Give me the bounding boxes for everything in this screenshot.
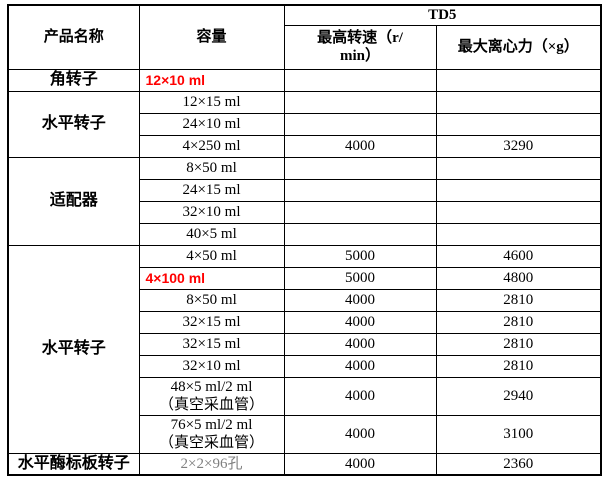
table-row: 4×100 ml 5000 4800 [8,266,602,290]
capacity-cell: 76×5 ml/2 ml （真空采血管） [138,414,285,454]
force-cell [435,112,602,136]
speed-cell [283,178,437,202]
force-cell: 2940 [435,376,602,416]
capacity-cell: 2×2×96孔 [138,452,285,476]
capacity-cell: 8×50 ml [138,156,285,180]
capacity-cell: 4×50 ml [138,244,285,268]
header-max-speed-line2: min） [339,48,380,64]
product-cell-horizontal-rotor-2: 水平转子 [7,244,140,454]
capacity-cell: 4×250 ml [138,134,285,158]
capacity-line2: （真空采血管） [158,397,264,413]
speed-cell [283,68,437,92]
speed-cell [283,90,437,114]
speed-cell: 4000 [283,452,437,476]
header-max-force: 最大离心力（×g） [435,24,602,70]
speed-cell: 4000 [283,354,437,378]
page-root: 产品名称 容量 TD5 最高转速（r/ min） 最大离心力（×g） 角转子 1… [7,4,602,476]
table-row: 8×50 ml 4000 2810 [8,288,602,312]
force-cell [435,178,602,202]
capacity-line1: 76×5 ml/2 ml [170,417,253,433]
capacity-cell: 24×15 ml [138,178,285,202]
capacity-cell: 32×15 ml [138,332,285,356]
capacity-cell: 12×15 ml [138,90,285,114]
force-cell: 4600 [435,244,602,268]
speed-cell: 4000 [283,332,437,356]
capacity-cell: 4×100 ml [138,266,285,290]
product-cell-microplate-rotor: 水平酶标板转子 [7,452,140,476]
header-model: TD5 [283,4,602,26]
speed-cell [283,222,437,246]
table-row: 24×10 ml [8,112,602,136]
header-row-1: 产品名称 容量 TD5 [7,4,602,70]
force-cell: 2810 [435,354,602,378]
header-row-2: 最高转速（r/ min） 最大离心力（×g） [8,24,602,70]
force-cell [435,68,602,92]
capacity-cell: 32×15 ml [138,310,285,334]
header-max-speed: 最高转速（r/ min） [283,24,437,70]
table-row: 适配器 8×50 ml [7,156,602,246]
capacity-line1: 48×5 ml/2 ml [170,379,253,395]
capacity-cell: 24×10 ml [138,112,285,136]
capacity-cell: 32×10 ml [138,200,285,224]
table-row: 32×10 ml 4000 2810 [8,354,602,378]
force-cell: 2810 [435,332,602,356]
capacity-line2: （真空采血管） [158,435,264,451]
force-cell [435,156,602,180]
force-cell: 3100 [435,414,602,454]
capacity-cell: 32×10 ml [138,354,285,378]
header-capacity: 容量 [138,4,285,70]
capacity-cell: 40×5 ml [138,222,285,246]
speed-cell: 4000 [283,414,437,454]
table-row: 4×250 ml 4000 3290 [8,134,602,158]
capacity-cell: 12×10 ml [138,68,285,92]
force-cell: 2810 [435,288,602,312]
product-cell-horizontal-rotor-1: 水平转子 [7,90,140,158]
speed-cell: 4000 [283,310,437,334]
spec-table: 产品名称 容量 TD5 最高转速（r/ min） 最大离心力（×g） 角转子 1… [7,4,602,476]
product-cell-adapter: 适配器 [7,156,140,246]
table-row: 32×10 ml [8,200,602,224]
capacity-cell: 8×50 ml [138,288,285,312]
speed-cell [283,156,437,180]
header-product: 产品名称 [7,4,140,70]
header-max-speed-line1: 最高转速（r/ [317,30,403,46]
force-cell [435,90,602,114]
speed-cell: 4000 [283,288,437,312]
table-row: 水平转子 12×15 ml [7,90,602,158]
table-row: 76×5 ml/2 ml （真空采血管） 4000 3100 [8,414,602,454]
table-row: 48×5 ml/2 ml （真空采血管） 4000 2940 [8,376,602,416]
table-row: 水平转子 4×50 ml 5000 4600 [7,244,602,454]
force-cell [435,200,602,224]
speed-cell: 4000 [283,134,437,158]
force-cell: 2360 [435,452,602,476]
speed-cell [283,112,437,136]
speed-cell: 5000 [283,244,437,268]
force-cell [435,222,602,246]
table-row: 角转子 12×10 ml [7,68,602,92]
force-cell: 3290 [435,134,602,158]
product-cell-angle-rotor: 角转子 [7,68,140,92]
speed-cell [283,200,437,224]
force-cell: 2810 [435,310,602,334]
speed-cell: 4000 [283,376,437,416]
capacity-cell: 48×5 ml/2 ml （真空采血管） [138,376,285,416]
table-row: 水平酶标板转子 2×2×96孔 4000 2360 [7,452,602,476]
force-cell: 4800 [435,266,602,290]
speed-cell: 5000 [283,266,437,290]
